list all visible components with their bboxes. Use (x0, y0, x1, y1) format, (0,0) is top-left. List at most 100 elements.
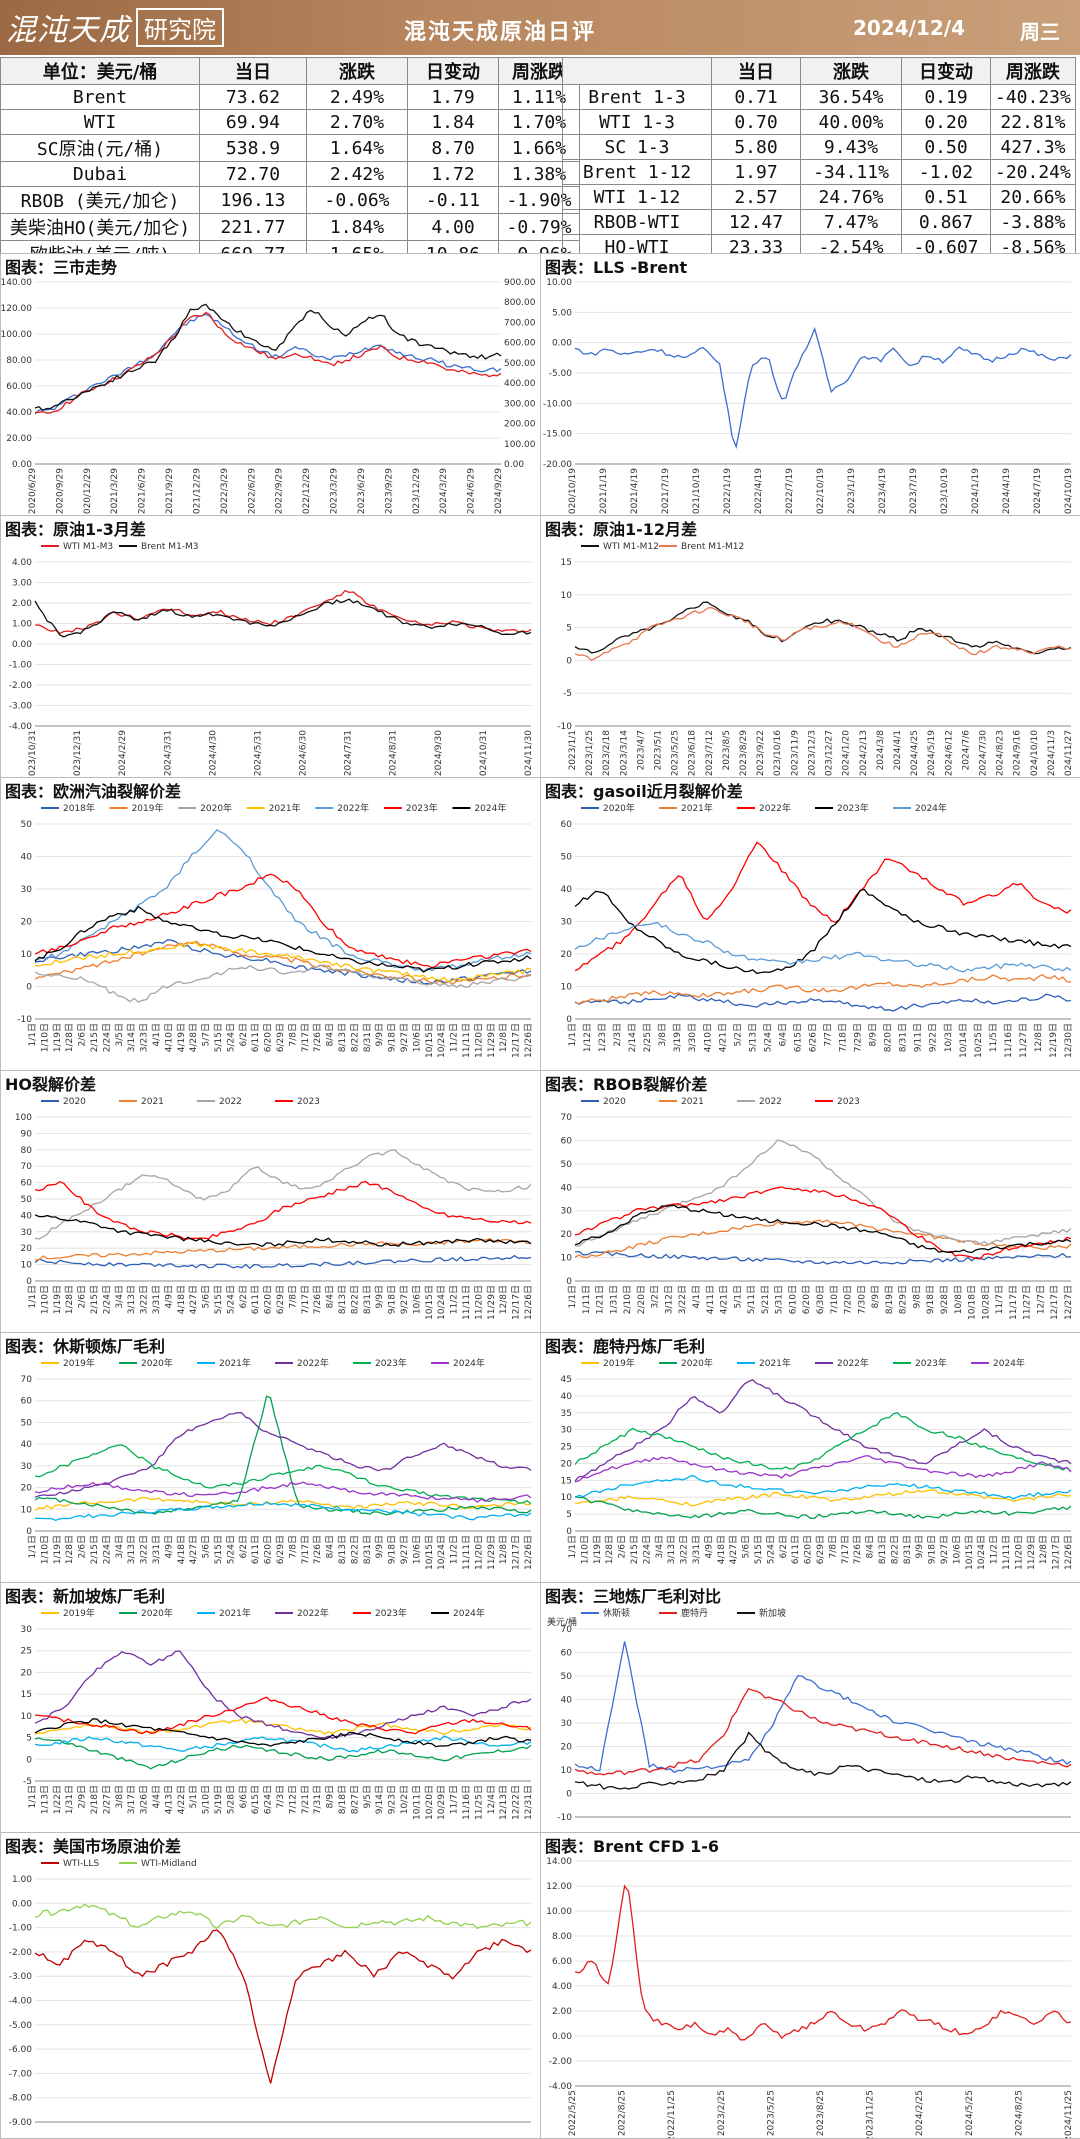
chart-svg: 2019年 2020年 2021年 2022年 2023年 2024年 45 40 35 30 25… (561, 1357, 1074, 1570)
x-tick-label: 10/15日 (424, 1023, 435, 1058)
x-tick-label: 6/2日 (238, 1535, 249, 1559)
y-tick-label: 30 (21, 1625, 33, 1635)
x-tick-label: 6/11日 (250, 1285, 261, 1314)
y-tick-label: 20 (561, 950, 573, 960)
x-tick-label: 9/27日 (939, 1535, 950, 1564)
x-tick-label: 11/2日 (449, 1285, 460, 1314)
x-tick-label: 8/4日 (325, 1023, 336, 1047)
x-tick-label: 9/27日 (399, 1535, 410, 1564)
x-tick-label: 8/31日 (362, 1023, 373, 1052)
x-tick-label: 1/22日 (52, 1785, 63, 1814)
x-tick-label: 2/15日 (89, 1535, 100, 1564)
x-tick-label: 2021/9/29 (165, 468, 175, 514)
y-tick-label: -1.00 (9, 661, 33, 671)
x-tick-label: 5/7日 (201, 1023, 212, 1047)
x-tick-label: 3/23日 (139, 1023, 150, 1052)
x-tick-label: 4/1日 (691, 1285, 702, 1309)
y-tick-label: 40.00 (6, 408, 32, 418)
x-tick-label: 2024/11/3 (1047, 730, 1057, 776)
x-tick-label: 1/19日 (52, 1023, 63, 1052)
x-tick-label: 2022/10/19 (816, 468, 826, 516)
table-cell: 69.94 (199, 109, 307, 135)
legend-label: 新加坡 (759, 1607, 786, 1619)
chart-title: 图表：gasoil近月裂解价差 (545, 782, 743, 801)
x-tick-label: 9/22日 (928, 1023, 939, 1052)
table-cell: -40.23% (990, 84, 1076, 110)
y-tick-label: 5.00 (552, 308, 572, 318)
x-tick-label: 2/15日 (89, 1285, 100, 1314)
chart-panel: 图表：LLS -Brent 10.00 5.00 0.00 -5.00 -10.00 -15… (540, 253, 1080, 517)
chart-panel: 图表：Brent CFD 1-6 14.00 12.00 10.00 8.00 6.00 4… (540, 1832, 1080, 2139)
x-tick-label: 12/13日 (498, 1785, 509, 1820)
series-line (574, 1204, 1072, 1254)
y-tick-label: 0 (26, 983, 32, 993)
x-tick-label: 6/4日 (777, 1023, 788, 1047)
x-tick-label: 2024/10/31 (479, 730, 489, 778)
series-line (34, 1650, 532, 1740)
x-tick-label: 11/11日 (461, 1535, 472, 1570)
chart-title: 图表：新加坡炼厂毛利 (5, 1587, 166, 1606)
series-line (34, 1149, 532, 1240)
series-line (34, 1718, 532, 1748)
y-tick-label: 0.00 (12, 1899, 32, 1909)
x-tick-label: 12/8日 (498, 1535, 509, 1564)
y-tick-label: 30 (561, 1207, 573, 1217)
y-tick-label: -2.00 (9, 1948, 33, 1958)
x-tick-label: 10/14日 (958, 1023, 969, 1058)
series-line (574, 1411, 1072, 1472)
x-tick-label: 4/21日 (717, 1023, 728, 1052)
x-tick-label: 2020/6/29 (28, 468, 38, 514)
legend-label: 2020年 (141, 1607, 173, 1619)
table-cell: WTI 1-12 (562, 184, 712, 210)
y-tick-label: 100.00 (1, 330, 32, 340)
chart-svg: 2019年 2020年 2021年 2022年 2023年 2024年 70 60 50 40 30… (21, 1357, 534, 1570)
series-line (34, 1411, 532, 1498)
y-tick-label: 50 (21, 1195, 33, 1205)
x-tick-label: 3/31日 (691, 1535, 702, 1564)
x-tick-label: 4/9日 (703, 1535, 714, 1559)
x-tick-label: 9/18日 (387, 1535, 398, 1564)
x-tick-label: 10/18日 (967, 1285, 978, 1320)
x-tick-label: 1/1日 (567, 1285, 578, 1309)
x-tick-label: 2021/1/19 (599, 468, 609, 514)
legend-label: 2024年 (474, 802, 506, 814)
y-tick-label: 20.00 (6, 434, 32, 444)
header-bar: 混沌天成 研究院 混沌天成原油日评 2024/12/4 周三 (0, 0, 1080, 55)
x-tick-label: 7/10日 (829, 1285, 840, 1314)
x-tick-label: 6/11日 (790, 1535, 801, 1564)
x-tick-label: 8/13日 (877, 1535, 888, 1564)
x-tick-label: 10/29日 (436, 1785, 447, 1820)
y-tick-label: -15.00 (543, 430, 572, 440)
x-tick-label: 9/8日 (911, 1285, 922, 1309)
y-tick-label: 70 (561, 1113, 573, 1123)
x-tick-label: 2023/8/29 (739, 730, 749, 776)
y2-tick-label: 500.00 (504, 359, 536, 369)
table-cell: 1.72 (407, 161, 499, 187)
x-tick-label: 2020/12/29 (83, 468, 93, 516)
x-tick-label: 3/8日 (114, 1785, 125, 1809)
table-cell: -0.11 (407, 186, 499, 214)
x-tick-label: 6/15日 (792, 1023, 803, 1052)
y-tick-label: -5 (23, 1777, 32, 1787)
legend-label: 2020年 (681, 1357, 713, 1369)
y-tick-label: 10.00 (546, 1907, 572, 1917)
series-line (574, 888, 1072, 975)
x-tick-label: 12/26日 (523, 1535, 534, 1570)
y-tick-label: 0.00 (552, 2032, 572, 2042)
table-cell: WTI 1-3 (562, 109, 712, 135)
y-tick-label: 25 (21, 1647, 32, 1657)
y-tick-label: 70 (561, 1625, 573, 1635)
x-tick-label: 2/24日 (641, 1535, 652, 1564)
table-cell: 22.81% (990, 109, 1076, 135)
table-cell: 5.80 (711, 134, 801, 160)
table-header: 周涨跌 (990, 57, 1076, 85)
x-tick-label: 2024/2/25 (915, 2090, 925, 2136)
y-tick-label: -1.00 (9, 1924, 33, 1934)
table-row: Brent 1-12 1.97 -34.11% -1.02 -20.24% (562, 159, 1076, 185)
legend-label: 2024年 (453, 1357, 485, 1369)
x-tick-label: 4/18日 (716, 1535, 727, 1564)
x-tick-label: 3/22日 (139, 1285, 150, 1314)
legend-label: 2020 (603, 1097, 626, 1107)
x-tick-label: 3/31日 (151, 1285, 162, 1314)
x-tick-label: 4/9日 (163, 1285, 174, 1309)
